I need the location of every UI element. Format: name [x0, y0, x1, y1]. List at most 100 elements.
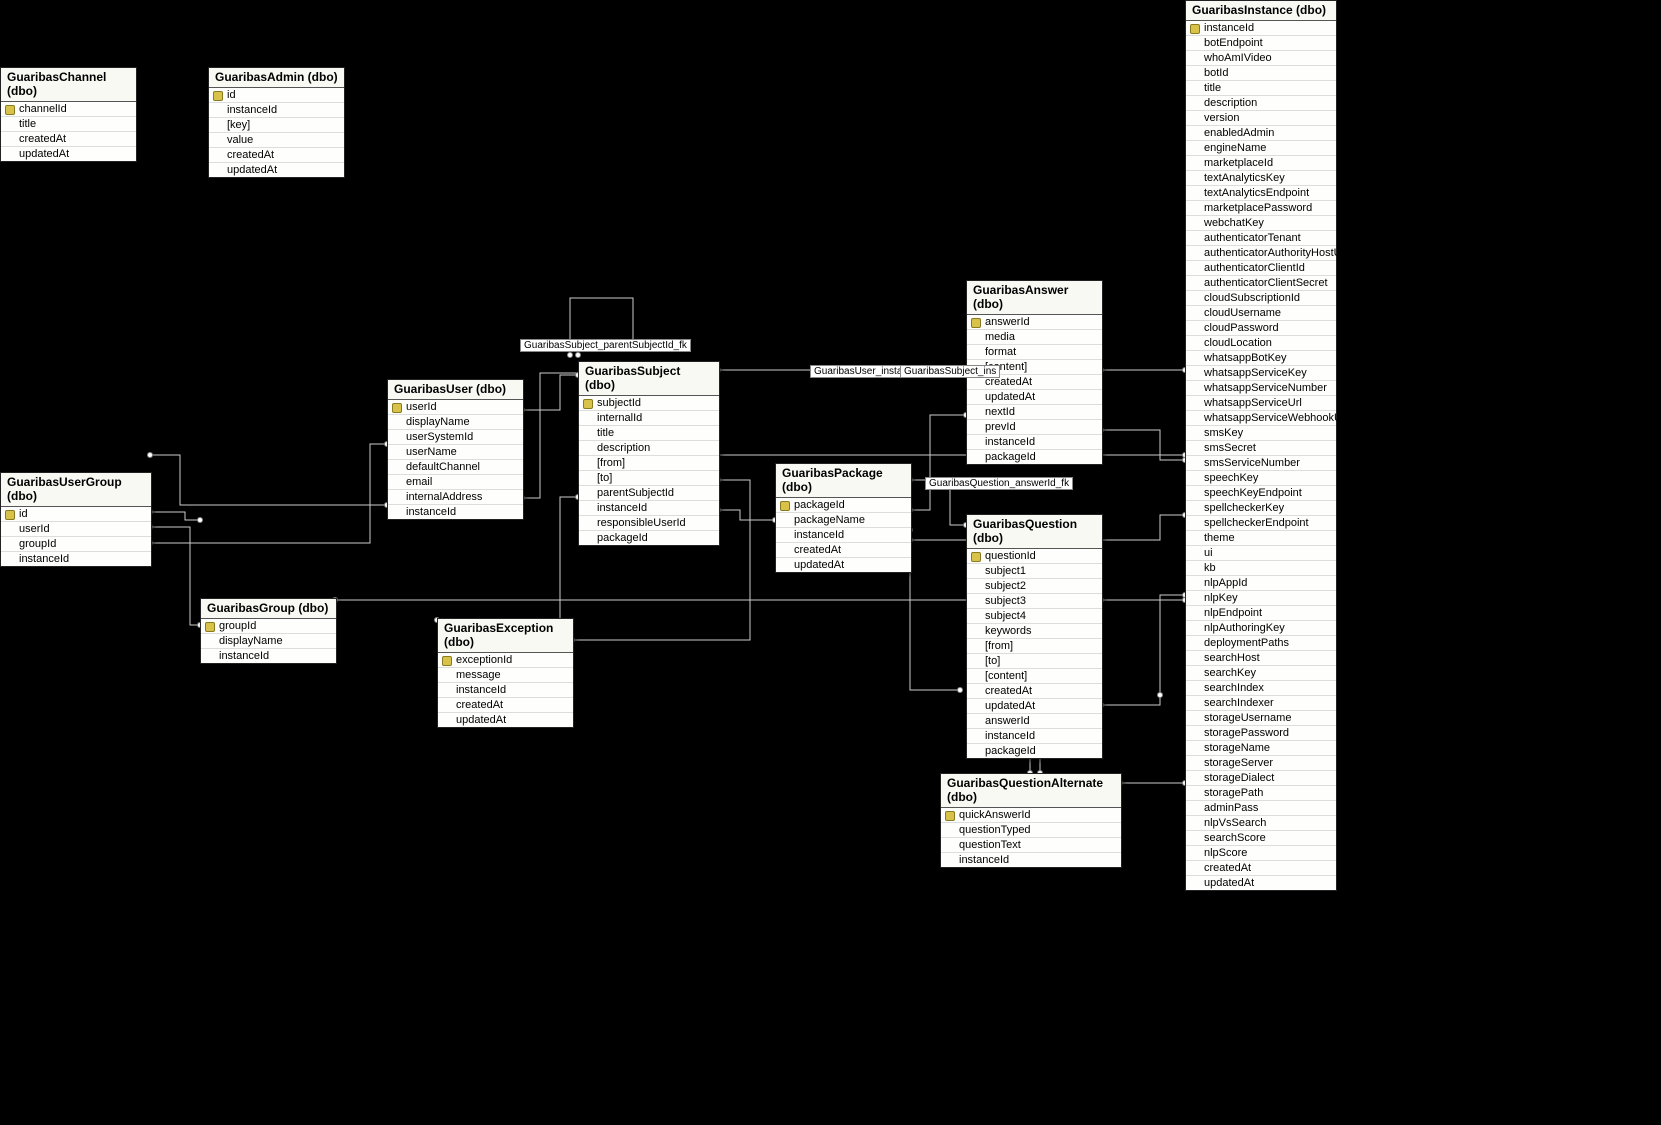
column-storagepassword: storagePassword	[1186, 726, 1336, 741]
column-from: [from]	[579, 456, 719, 471]
column-defaultchannel: defaultChannel	[388, 460, 523, 475]
column-kb: kb	[1186, 561, 1336, 576]
entity-guaribas-admin[interactable]: GuaribasAdmin (dbo)idinstanceId[key]valu…	[208, 67, 345, 178]
column-updatedat: updatedAt	[967, 699, 1102, 714]
entity-guaribas-usergroup[interactable]: GuaribasUserGroup (dbo)iduserIdgroupIdin…	[0, 472, 152, 567]
column-to: [to]	[579, 471, 719, 486]
column-instanceid: instanceId	[438, 683, 573, 698]
column-deploymentpaths: deploymentPaths	[1186, 636, 1336, 651]
column-whoamivideo: whoAmIVideo	[1186, 51, 1336, 66]
column-textanalyticsendpoint: textAnalyticsEndpoint	[1186, 186, 1336, 201]
entity-guaribas-exception[interactable]: GuaribasException (dbo)exceptionIdmessag…	[437, 618, 574, 728]
column-description: description	[1186, 96, 1336, 111]
column-updatedat: updatedAt	[438, 713, 573, 727]
column-title: title	[1186, 81, 1336, 96]
column-createdat: createdAt	[1, 132, 136, 147]
column-nlpappid: nlpAppId	[1186, 576, 1336, 591]
entity-header: GuaribasInstance (dbo)	[1186, 1, 1336, 21]
column-questionid: questionId	[967, 549, 1102, 564]
column-createdat: createdAt	[209, 148, 344, 163]
entity-header: GuaribasGroup (dbo)	[201, 599, 336, 619]
column-whatsappserviceurl: whatsappServiceUrl	[1186, 396, 1336, 411]
column-ui: ui	[1186, 546, 1336, 561]
column-instanceid: instanceId	[1186, 21, 1336, 36]
entity-guaribas-instance[interactable]: GuaribasInstance (dbo)instanceIdbotEndpo…	[1185, 0, 1337, 891]
entity-header: GuaribasQuestionAlternate (dbo)	[941, 774, 1121, 808]
column-authenticatortenant: authenticatorTenant	[1186, 231, 1336, 246]
column-subject2: subject2	[967, 579, 1102, 594]
column-whatsappservicekey: whatsappServiceKey	[1186, 366, 1336, 381]
entity-header: GuaribasAdmin (dbo)	[209, 68, 344, 88]
column-username: userName	[388, 445, 523, 460]
column-description: description	[579, 441, 719, 456]
column-searchindex: searchIndex	[1186, 681, 1336, 696]
column-instanceid: instanceId	[579, 501, 719, 516]
entity-header: GuaribasUserGroup (dbo)	[1, 473, 151, 507]
column-updatedat: updatedAt	[776, 558, 911, 572]
column-adminpass: adminPass	[1186, 801, 1336, 816]
column-theme: theme	[1186, 531, 1336, 546]
column-subject3: subject3	[967, 594, 1102, 609]
entity-guaribas-user[interactable]: GuaribasUser (dbo)userIddisplayNameuserS…	[387, 379, 524, 520]
entity-guaribas-question-alternate[interactable]: GuaribasQuestionAlternate (dbo)quickAnsw…	[940, 773, 1122, 868]
column-speechkeyendpoint: speechKeyEndpoint	[1186, 486, 1336, 501]
entity-guaribas-question[interactable]: GuaribasQuestion (dbo)questionIdsubject1…	[966, 514, 1103, 759]
column-value: value	[209, 133, 344, 148]
column-displayname: displayName	[201, 634, 336, 649]
entity-guaribas-group[interactable]: GuaribasGroup (dbo)groupIddisplayNameins…	[200, 598, 337, 664]
column-format: format	[967, 345, 1102, 360]
column-whatsappservicenumber: whatsappServiceNumber	[1186, 381, 1336, 396]
column-media: media	[967, 330, 1102, 345]
column-storagedialect: storageDialect	[1186, 771, 1336, 786]
column-packageid: packageId	[967, 450, 1102, 464]
column-groupid: groupId	[201, 619, 336, 634]
entity-guaribas-channel[interactable]: GuaribasChannel (dbo)channelIdtitlecreat…	[0, 67, 137, 162]
column-parentsubjectid: parentSubjectId	[579, 486, 719, 501]
column-nlpkey: nlpKey	[1186, 591, 1336, 606]
column-id: id	[1, 507, 151, 522]
column-responsibleuserid: responsibleUserId	[579, 516, 719, 531]
column-nlpauthoringkey: nlpAuthoringKey	[1186, 621, 1336, 636]
column-packageid: packageId	[579, 531, 719, 545]
column-content: [content]	[967, 669, 1102, 684]
entity-header: GuaribasException (dbo)	[438, 619, 573, 653]
column-answerid: answerId	[967, 714, 1102, 729]
column-authenticatorclientid: authenticatorClientId	[1186, 261, 1336, 276]
column-nlpendpoint: nlpEndpoint	[1186, 606, 1336, 621]
column-createdat: createdAt	[1186, 861, 1336, 876]
column-userid: userId	[1, 522, 151, 537]
column-instanceid: instanceId	[967, 435, 1102, 450]
column-subject4: subject4	[967, 609, 1102, 624]
column-exceptionid: exceptionId	[438, 653, 573, 668]
column-answerid: answerId	[967, 315, 1102, 330]
column-previd: prevId	[967, 420, 1102, 435]
column-searchscore: searchScore	[1186, 831, 1336, 846]
column-instanceid: instanceId	[1, 552, 151, 566]
column-id: id	[209, 88, 344, 103]
entity-header: GuaribasChannel (dbo)	[1, 68, 136, 102]
column-internaladdress: internalAddress	[388, 490, 523, 505]
fk-label-subject-ins: GuaribasSubject_ins	[900, 365, 1000, 378]
column-textanalyticskey: textAnalyticsKey	[1186, 171, 1336, 186]
column-instanceid: instanceId	[209, 103, 344, 118]
entity-guaribas-package[interactable]: GuaribasPackage (dbo)packageIdpackageNam…	[775, 463, 912, 573]
column-updatedat: updatedAt	[1186, 876, 1336, 890]
column-updatedat: updatedAt	[967, 390, 1102, 405]
column-email: email	[388, 475, 523, 490]
column-from: [from]	[967, 639, 1102, 654]
column-spellcheckerkey: spellcheckerKey	[1186, 501, 1336, 516]
column-storagepath: storagePath	[1186, 786, 1336, 801]
column-nextid: nextId	[967, 405, 1102, 420]
column-title: title	[1, 117, 136, 132]
column-smskey: smsKey	[1186, 426, 1336, 441]
column-enabledadmin: enabledAdmin	[1186, 126, 1336, 141]
column-subjectid: subjectId	[579, 396, 719, 411]
fk-label-question-ans: GuaribasQuestion_answerId_fk	[925, 477, 1073, 490]
column-cloudlocation: cloudLocation	[1186, 336, 1336, 351]
column-authenticatorclientsecret: authenticatorClientSecret	[1186, 276, 1336, 291]
column-speechkey: speechKey	[1186, 471, 1336, 486]
column-authenticatorauthorityhosturl: authenticatorAuthorityHostUrl	[1186, 246, 1336, 261]
entity-guaribas-subject[interactable]: GuaribasSubject (dbo)subjectIdinternalId…	[578, 361, 720, 546]
column-searchindexer: searchIndexer	[1186, 696, 1336, 711]
column-createdat: createdAt	[438, 698, 573, 713]
